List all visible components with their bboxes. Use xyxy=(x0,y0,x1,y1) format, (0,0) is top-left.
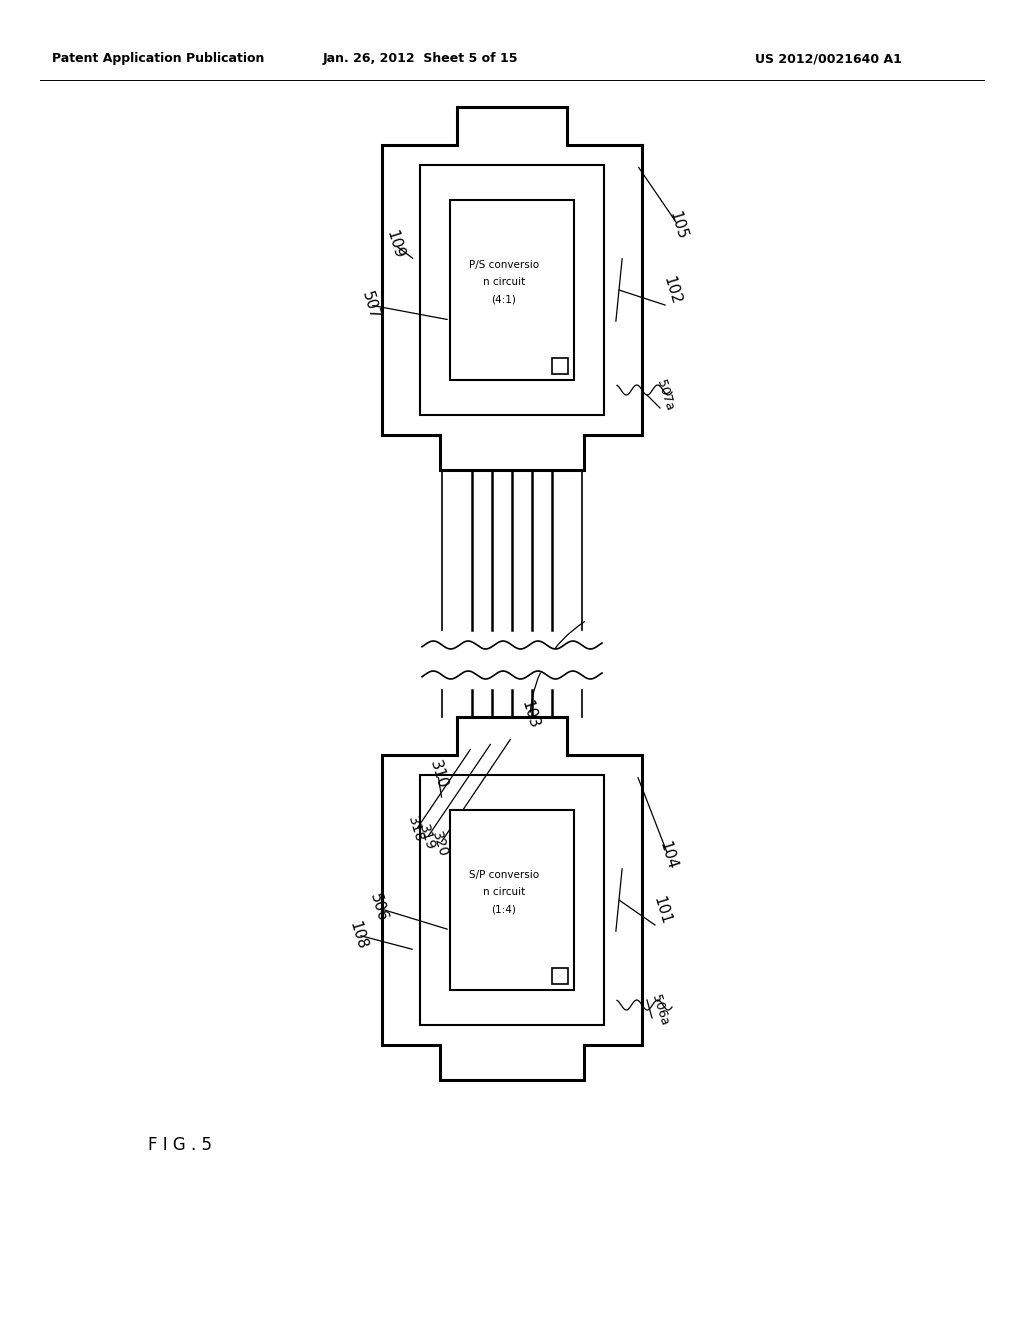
Text: F I G . 5: F I G . 5 xyxy=(148,1137,212,1154)
Bar xyxy=(450,201,574,380)
Text: 318: 318 xyxy=(406,816,427,845)
Text: US 2012/0021640 A1: US 2012/0021640 A1 xyxy=(755,51,902,65)
Bar xyxy=(420,165,604,414)
Text: 105: 105 xyxy=(667,209,689,242)
Text: 507a: 507a xyxy=(654,378,676,412)
Text: 507: 507 xyxy=(358,289,381,321)
Text: 102: 102 xyxy=(660,275,683,306)
Text: S/P conversio: S/P conversio xyxy=(469,870,539,880)
Text: 108: 108 xyxy=(346,919,370,950)
Polygon shape xyxy=(382,107,642,470)
Bar xyxy=(552,358,568,374)
Text: (1:4): (1:4) xyxy=(492,904,516,913)
Bar xyxy=(552,968,568,983)
Text: 506a: 506a xyxy=(649,993,671,1027)
Text: n circuit: n circuit xyxy=(483,887,525,898)
Bar xyxy=(450,810,574,990)
Text: n circuit: n circuit xyxy=(483,277,525,286)
Text: 320: 320 xyxy=(429,829,451,858)
Text: (4:1): (4:1) xyxy=(492,294,516,304)
Text: 109: 109 xyxy=(384,228,407,261)
Bar xyxy=(420,775,604,1026)
Text: 319: 319 xyxy=(417,824,437,853)
Text: P/S conversio: P/S conversio xyxy=(469,260,539,271)
Polygon shape xyxy=(382,717,642,1080)
Text: Patent Application Publication: Patent Application Publication xyxy=(52,51,264,65)
Text: 310: 310 xyxy=(427,759,450,791)
Text: 506: 506 xyxy=(367,892,389,924)
Text: Jan. 26, 2012  Sheet 5 of 15: Jan. 26, 2012 Sheet 5 of 15 xyxy=(323,51,518,65)
Text: 104: 104 xyxy=(656,840,679,871)
Text: 101: 101 xyxy=(650,894,674,927)
Text: 103: 103 xyxy=(518,700,542,731)
